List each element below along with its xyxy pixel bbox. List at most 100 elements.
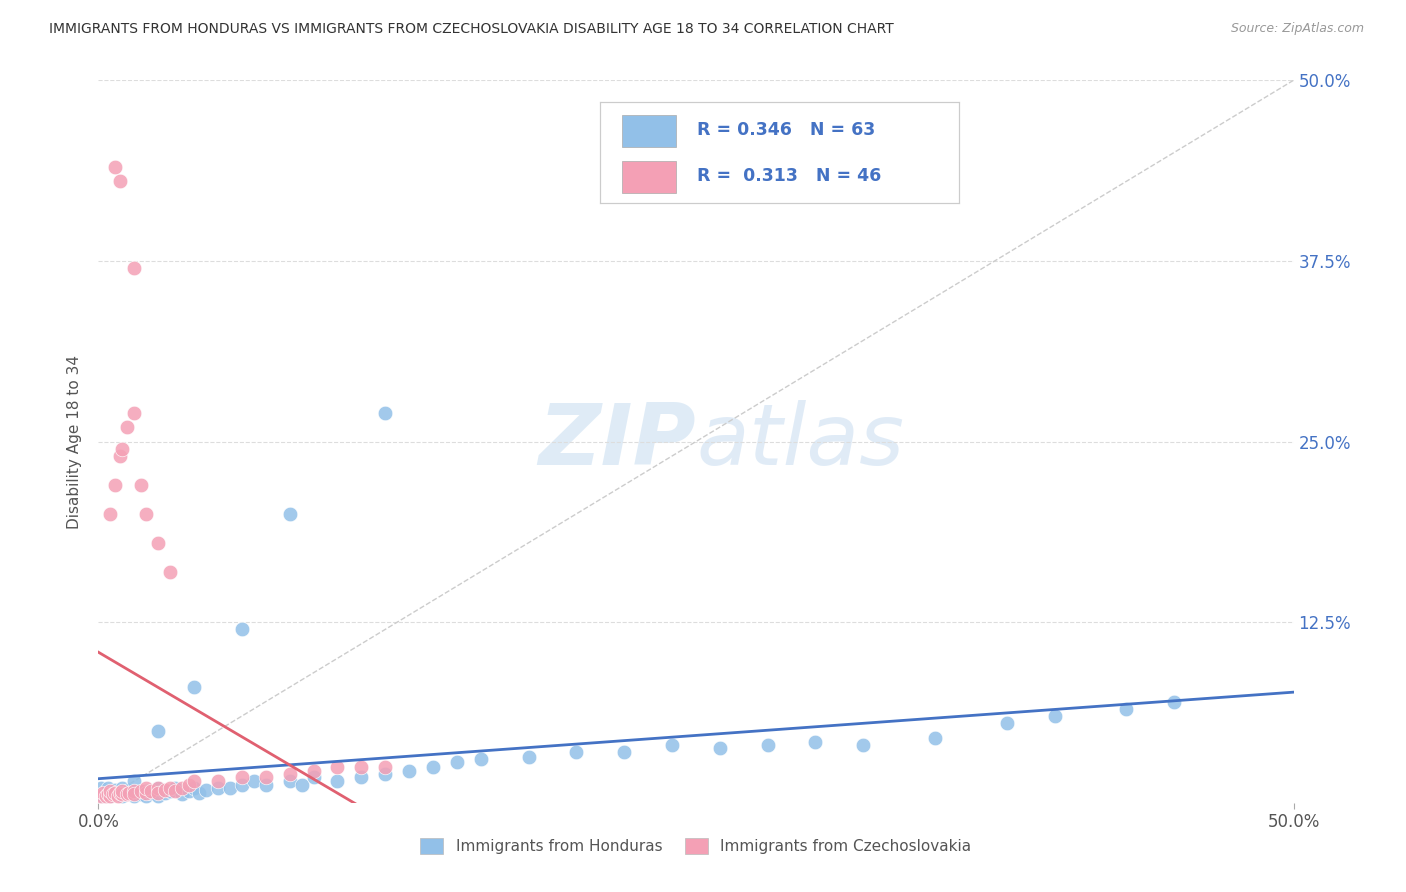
Point <box>179 784 201 798</box>
Point <box>852 738 875 752</box>
Point <box>278 767 301 781</box>
Y-axis label: Disability Age 18 to 34: Disability Age 18 to 34 <box>67 354 83 529</box>
Point <box>350 770 373 784</box>
Point <box>91 786 114 800</box>
Point <box>422 760 444 774</box>
Text: ZIP: ZIP <box>538 400 696 483</box>
Point <box>159 565 181 579</box>
Point <box>118 782 141 797</box>
Point <box>231 770 253 784</box>
Point <box>107 787 129 801</box>
Point <box>90 781 112 796</box>
Point <box>115 420 138 434</box>
Point <box>139 786 162 800</box>
Point <box>98 789 122 803</box>
Point <box>111 789 134 803</box>
Point <box>254 779 277 793</box>
Point <box>115 787 138 801</box>
Text: Source: ZipAtlas.com: Source: ZipAtlas.com <box>1230 22 1364 36</box>
Point <box>207 781 229 796</box>
Point <box>90 789 112 803</box>
Point <box>159 781 181 796</box>
Point <box>172 781 194 796</box>
Point <box>613 745 636 759</box>
Point <box>661 738 683 752</box>
Point <box>163 781 186 796</box>
Point <box>155 782 177 797</box>
Point <box>302 764 325 778</box>
Point <box>756 738 779 752</box>
Point <box>172 787 194 801</box>
Point <box>135 789 157 803</box>
Point <box>565 745 588 759</box>
Point <box>124 784 146 798</box>
Point <box>104 786 127 800</box>
Point <box>148 781 170 796</box>
Point <box>804 735 827 749</box>
Point <box>326 774 349 789</box>
Point <box>231 779 253 793</box>
Point <box>135 786 157 800</box>
Point <box>374 767 396 781</box>
Point <box>179 779 201 793</box>
Point <box>108 784 131 798</box>
Point <box>135 784 157 798</box>
Point <box>709 740 731 755</box>
Point <box>183 680 205 694</box>
Point <box>124 406 146 420</box>
Legend: Immigrants from Honduras, Immigrants from Czechoslovakia: Immigrants from Honduras, Immigrants fro… <box>415 832 977 860</box>
Point <box>104 478 127 492</box>
Point <box>398 764 420 778</box>
Text: IMMIGRANTS FROM HONDURAS VS IMMIGRANTS FROM CZECHOSLOVAKIA DISABILITY AGE 18 TO : IMMIGRANTS FROM HONDURAS VS IMMIGRANTS F… <box>49 22 894 37</box>
Point <box>219 781 242 796</box>
Point <box>374 406 396 420</box>
Point <box>97 787 120 801</box>
Point <box>135 781 157 796</box>
Point <box>94 784 117 798</box>
Point <box>187 786 209 800</box>
Point <box>254 770 277 784</box>
Point <box>131 787 153 801</box>
Point <box>183 774 205 789</box>
Point <box>183 781 205 796</box>
Point <box>350 760 373 774</box>
Point <box>97 781 120 796</box>
Point <box>131 784 153 798</box>
Point <box>124 787 146 801</box>
Point <box>104 160 127 174</box>
Point <box>101 787 124 801</box>
Point <box>159 784 181 798</box>
Point <box>163 784 186 798</box>
Point <box>278 774 301 789</box>
Point <box>291 779 314 793</box>
Point <box>135 507 157 521</box>
Point <box>374 760 396 774</box>
Point <box>995 716 1018 731</box>
Point <box>207 774 229 789</box>
Point <box>111 781 134 796</box>
Point <box>302 770 325 784</box>
Point <box>124 784 146 798</box>
Point <box>148 786 170 800</box>
Point <box>148 535 170 549</box>
Point <box>278 507 301 521</box>
Point <box>108 174 131 188</box>
Point <box>231 623 253 637</box>
Point <box>924 731 946 745</box>
Point <box>1163 695 1185 709</box>
Point <box>111 442 134 456</box>
Point <box>91 789 114 803</box>
Point <box>124 789 146 803</box>
Point <box>94 789 117 803</box>
Point <box>101 786 124 800</box>
Point <box>118 786 141 800</box>
Point <box>108 786 131 800</box>
Point <box>104 782 127 797</box>
Point <box>98 789 122 803</box>
Point <box>98 784 122 798</box>
Point <box>155 786 177 800</box>
Point <box>111 787 134 801</box>
Point <box>243 774 266 789</box>
Point <box>446 756 468 770</box>
Point <box>131 478 153 492</box>
